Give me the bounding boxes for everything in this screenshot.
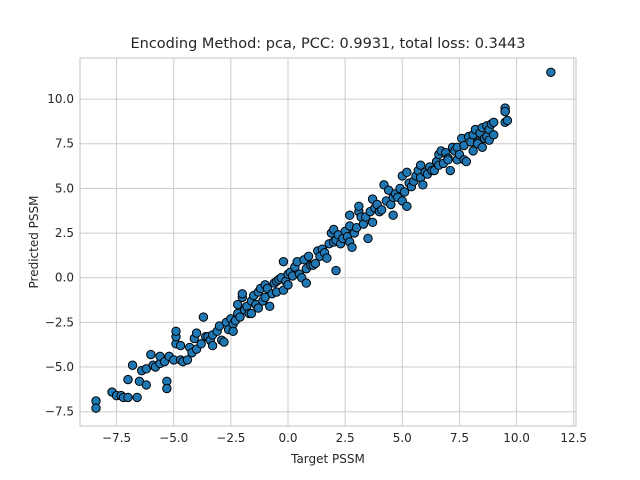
data-point <box>500 106 510 117</box>
data-point <box>235 312 245 322</box>
data-point <box>502 115 513 126</box>
data-point <box>468 146 478 156</box>
data-point <box>322 253 332 263</box>
x-tick-label: 7.5 <box>450 431 469 445</box>
data-point <box>162 383 172 394</box>
data-points <box>91 67 556 413</box>
plot-frame <box>79 57 577 427</box>
data-point <box>228 326 238 337</box>
data-point <box>123 392 133 403</box>
x-axis-label: Target PSSM <box>290 452 365 466</box>
y-tick-label: 7.5 <box>55 137 74 151</box>
data-point <box>196 339 206 349</box>
data-point <box>237 289 247 299</box>
x-tick-label: −5.0 <box>159 431 188 445</box>
data-point <box>278 256 289 267</box>
x-tick-label: −2.5 <box>216 431 245 445</box>
x-tick-label: 2.5 <box>336 431 355 445</box>
y-tick-label: 2.5 <box>55 226 74 240</box>
y-tick-labels: −7.5 −5.0 −2.5 0.0 2.5 5.0 7.5 10.0 <box>45 92 74 419</box>
x-tick-labels: −7.5 −5.0 −2.5 0.0 2.5 5.0 7.5 10.0 12.5 <box>102 431 587 445</box>
y-tick-label: −2.5 <box>45 315 74 329</box>
data-point <box>141 380 151 390</box>
data-point <box>546 67 556 77</box>
y-axis-label: Predicted PSSM <box>27 196 41 289</box>
data-point <box>489 130 499 140</box>
x-tick-label: 10.0 <box>503 431 530 445</box>
data-point <box>132 392 142 403</box>
y-tick-label: 0.0 <box>55 271 74 285</box>
data-point <box>303 251 314 261</box>
data-point <box>91 403 101 413</box>
data-point <box>347 242 357 253</box>
data-point <box>175 340 186 351</box>
x-tick-label: 0.0 <box>278 431 297 445</box>
data-point <box>301 278 311 288</box>
data-point <box>477 142 487 153</box>
data-point <box>461 156 471 167</box>
data-point <box>363 233 373 244</box>
data-point <box>377 205 387 215</box>
data-point <box>345 210 355 220</box>
data-point <box>233 299 243 310</box>
y-tick-label: −7.5 <box>45 405 74 419</box>
data-point <box>402 201 412 211</box>
data-point <box>146 349 156 360</box>
data-point <box>367 217 378 228</box>
data-point <box>191 328 202 338</box>
data-point <box>399 187 410 197</box>
data-point <box>182 355 193 365</box>
data-point <box>418 180 428 190</box>
data-point <box>123 374 133 385</box>
data-point <box>207 340 218 351</box>
data-point <box>310 258 321 269</box>
data-point <box>402 167 412 178</box>
data-point <box>331 265 341 276</box>
data-point <box>354 201 364 211</box>
data-point <box>253 303 263 313</box>
chart-title: Encoding Method: pca, PCC: 0.9931, total… <box>130 36 525 52</box>
y-tick-label: 5.0 <box>55 181 74 195</box>
data-point <box>198 312 209 322</box>
data-point <box>219 337 229 347</box>
y-tick-label: −5.0 <box>45 360 74 374</box>
data-point <box>265 301 275 312</box>
data-point <box>445 165 455 176</box>
data-point <box>246 308 257 319</box>
data-point <box>283 280 293 290</box>
x-tick-label: −7.5 <box>102 431 131 445</box>
data-point <box>127 360 138 370</box>
data-point <box>388 210 398 220</box>
x-tick-label: 12.5 <box>560 431 587 445</box>
y-tick-label: 10.0 <box>47 92 74 106</box>
data-point <box>171 326 181 337</box>
data-point <box>443 155 453 165</box>
x-tick-label: 5.0 <box>393 431 412 445</box>
data-point <box>489 117 499 128</box>
data-point <box>415 160 426 170</box>
